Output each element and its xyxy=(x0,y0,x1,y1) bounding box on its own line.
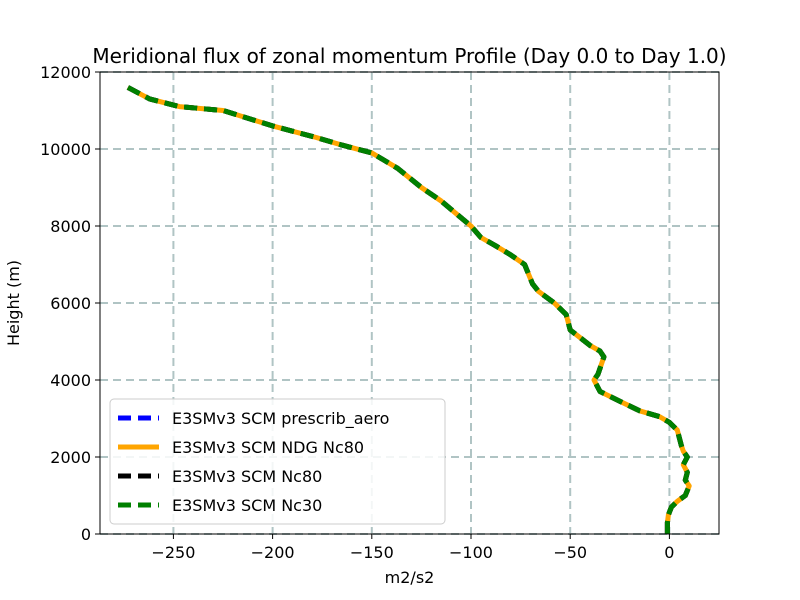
x-tick-label: −150 xyxy=(350,543,394,562)
y-tick-label: 6000 xyxy=(50,294,91,313)
y-tick-label: 12000 xyxy=(40,63,91,82)
y-axis-label: Height (m) xyxy=(4,260,23,346)
x-tick-label: −200 xyxy=(251,543,295,562)
series-layer xyxy=(126,85,692,534)
y-tick-label: 2000 xyxy=(50,448,91,467)
x-tick-label: −250 xyxy=(151,543,195,562)
tick-layer: −250 −200 −150 −100 −50 0 0 2000 4000 6000 8000 100… xyxy=(40,63,674,562)
x-tick-label: −50 xyxy=(553,543,587,562)
y-tick-label: 10000 xyxy=(40,140,91,159)
y-tick-label: 4000 xyxy=(50,371,91,390)
legend-label-2: E3SMv3 SCM Nc80 xyxy=(172,467,322,486)
legend: E3SMv3 SCM prescrib_aero E3SMv3 SCM NDG N… xyxy=(109,398,446,525)
legend-label-3: E3SMv3 SCM Nc30 xyxy=(172,496,322,515)
y-tick-label: 0 xyxy=(81,525,91,544)
legend-label-0: E3SMv3 SCM prescrib_aero xyxy=(172,409,389,429)
y-tick-label: 8000 xyxy=(50,217,91,236)
x-tick-label: −100 xyxy=(449,543,493,562)
series-line-3 xyxy=(126,85,692,534)
legend-box xyxy=(109,398,446,525)
chart-title: Meridional flux of zonal momentum Profil… xyxy=(92,44,726,68)
x-tick-label: 0 xyxy=(664,543,674,562)
legend-label-1: E3SMv3 SCM NDG Nc80 xyxy=(172,438,364,457)
x-axis-label: m2/s2 xyxy=(385,568,435,587)
